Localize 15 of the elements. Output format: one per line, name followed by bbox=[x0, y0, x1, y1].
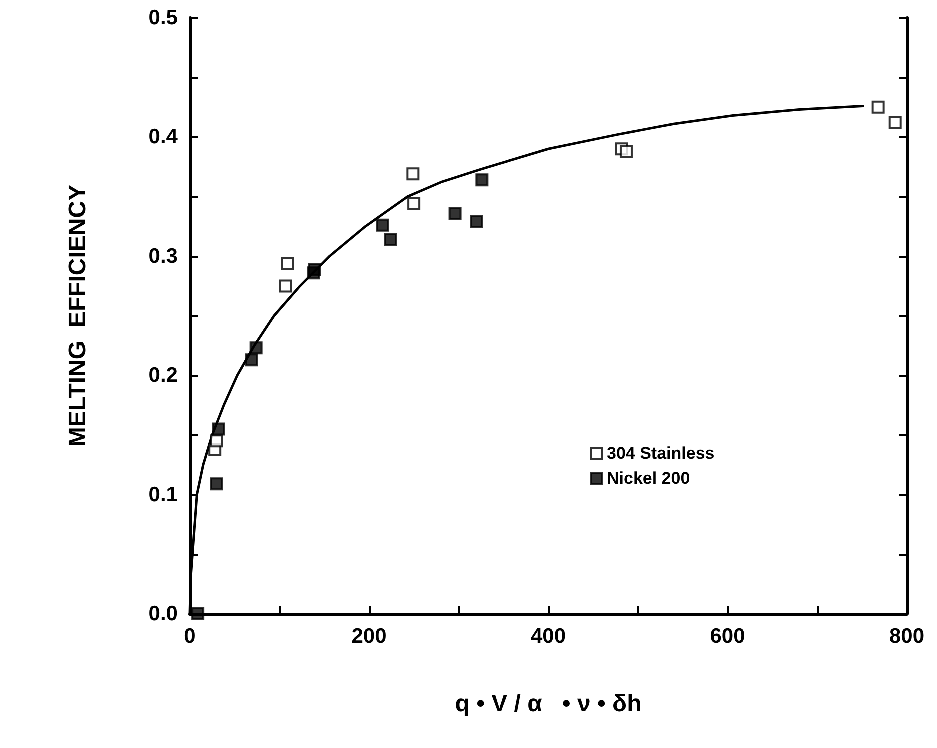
y-axis-title: MELTING EFFICIENCY bbox=[64, 184, 92, 448]
legend-label: Nickel 200 bbox=[607, 469, 690, 488]
x-tick-label: 0 bbox=[184, 625, 196, 648]
x-tick-label: 400 bbox=[530, 625, 566, 648]
x-tick-label: 800 bbox=[889, 625, 925, 648]
x-tick-label: 200 bbox=[352, 625, 387, 648]
x-axis-title: q • V / α • ν • δh bbox=[455, 690, 642, 718]
x-tick-label: 600 bbox=[710, 625, 746, 648]
y-tick-label: 0.0 bbox=[148, 602, 178, 626]
legend-label: 304 Stainless bbox=[607, 444, 715, 463]
y-tick-label: 0.2 bbox=[148, 364, 178, 388]
y-tick-label: 0.4 bbox=[148, 126, 178, 149]
y-tick-label: 0.5 bbox=[148, 6, 178, 30]
y-tick-label: 0.3 bbox=[148, 244, 178, 268]
y-tick-label: 0.1 bbox=[148, 483, 178, 506]
